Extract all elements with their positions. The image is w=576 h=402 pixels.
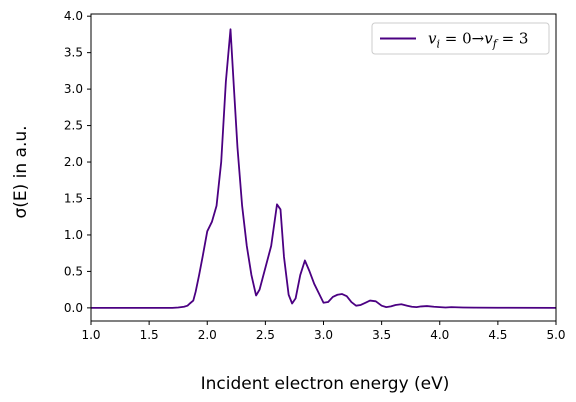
x-axis-title: Incident electron energy (eV) bbox=[201, 374, 450, 394]
x-tick-label: 5.0 bbox=[546, 328, 565, 342]
y-tick-label: 1.0 bbox=[64, 228, 83, 242]
y-tick-label: 2.5 bbox=[64, 119, 83, 133]
x-tick-label: 1.0 bbox=[81, 328, 100, 342]
y-axis-ticks: 0.0 0.5 1.0 1.5 2.0 2.5 3.0 3.5 4.0 bbox=[64, 9, 91, 315]
x-tick-label: 3.5 bbox=[372, 328, 391, 342]
y-tick-label: 3.5 bbox=[64, 46, 83, 60]
x-tick-label: 2.0 bbox=[198, 328, 217, 342]
legend-box bbox=[371, 22, 550, 55]
plot-area bbox=[90, 13, 557, 322]
x-tick-label: 1.5 bbox=[140, 328, 159, 342]
y-tick-label: 1.5 bbox=[64, 191, 83, 205]
y-tick-label: 2.0 bbox=[64, 155, 83, 169]
legend: vi = 0→vf = 3 bbox=[371, 22, 550, 55]
y-tick-label: 4.0 bbox=[64, 9, 83, 23]
plot-frame bbox=[90, 13, 557, 322]
legend-label: vi = 0→vf = 3 bbox=[428, 30, 528, 51]
x-tick-label: 4.5 bbox=[488, 328, 507, 342]
x-tick-label: 4.0 bbox=[430, 328, 449, 342]
x-tick-label: 2.5 bbox=[256, 328, 275, 342]
y-tick-label: 0.5 bbox=[64, 264, 83, 278]
series-line-0 bbox=[91, 28, 557, 309]
y-axis-title: σ(E) in a.u. bbox=[11, 125, 31, 218]
y-tick-label: 3.0 bbox=[64, 82, 83, 96]
x-axis-ticks: 1.0 1.5 2.0 2.5 3.0 3.5 4.0 4.5 5.0 bbox=[81, 321, 566, 342]
y-tick-label: 0.0 bbox=[64, 301, 83, 315]
x-tick-label: 3.0 bbox=[314, 328, 333, 342]
